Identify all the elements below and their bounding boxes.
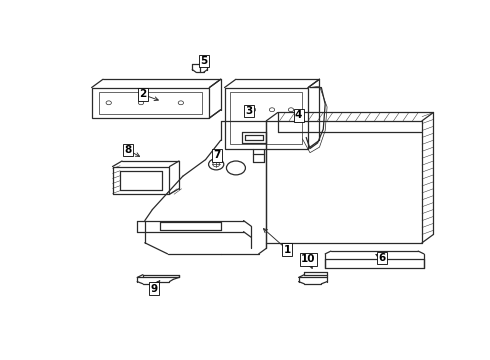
Text: 9: 9: [151, 284, 158, 293]
Text: 7: 7: [213, 150, 220, 161]
Text: 2: 2: [139, 90, 147, 99]
Text: 5: 5: [200, 56, 207, 66]
Text: 10: 10: [301, 255, 316, 264]
Text: 4: 4: [295, 110, 302, 120]
Text: 8: 8: [124, 145, 131, 155]
Text: 3: 3: [245, 106, 253, 116]
Text: 1: 1: [284, 245, 291, 255]
Text: 6: 6: [378, 253, 386, 263]
